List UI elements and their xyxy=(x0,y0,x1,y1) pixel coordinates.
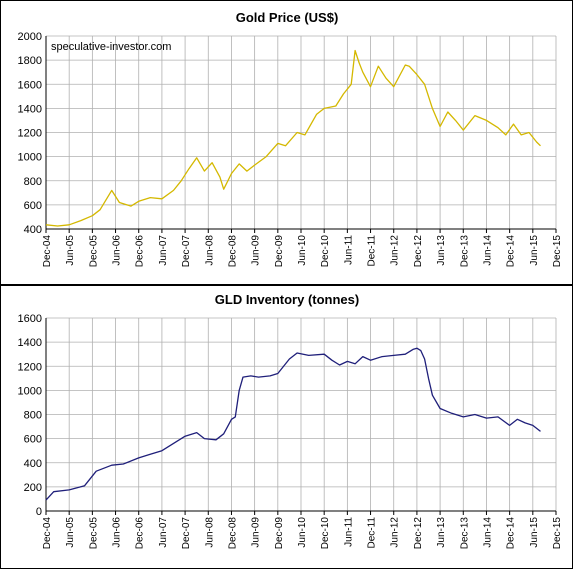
gold-x-tick-label: Dec-13 xyxy=(459,235,470,268)
gld-inventory-chart: GLD Inventory (tonnes) 0 200 400 600 800 1000… xyxy=(18,292,563,549)
gold-x-tick-label: Dec-12 xyxy=(413,235,424,268)
gld-x-tick-label: Dec-08 xyxy=(227,517,238,550)
gold-x-tick-label: Dec-06 xyxy=(135,235,146,268)
gld-x-tick-label: Dec-09 xyxy=(274,517,285,550)
gld-x-tick-label: Dec-06 xyxy=(135,517,146,550)
gld-y-tick-label: 200 xyxy=(24,482,42,494)
gold-x-tick-label: Jun-13 xyxy=(436,235,447,266)
gold-y-tick-label: 2000 xyxy=(18,31,42,43)
gold-chart-title: Gold Price (US$) xyxy=(236,10,339,25)
gld-x-tick-label: Dec-05 xyxy=(88,517,99,550)
gld-y-tick-label: 1000 xyxy=(18,385,42,397)
gold-x-tick-label: Jun-12 xyxy=(390,235,401,266)
gld-x-tick-label: Jun-12 xyxy=(390,517,401,548)
gld-x-tick-label: Dec-15 xyxy=(552,517,563,550)
gld-y-tick-label: 1200 xyxy=(18,361,42,373)
gld-x-tick-label: Jun-08 xyxy=(204,517,215,548)
gld-y-tick-label: 600 xyxy=(24,434,42,446)
gld-series-line xyxy=(45,347,541,501)
gold-x-tick-label: Jun-05 xyxy=(65,235,76,266)
gold-y-tick-label: 600 xyxy=(24,200,42,212)
gold-y-tick-label: 1200 xyxy=(18,128,42,140)
gold-x-tick-label: Jun-15 xyxy=(529,235,540,266)
gld-plot-area: 0 200 400 600 800 1000 1200 1400 1600 Dec-04 Jun-0… xyxy=(18,313,563,549)
gold-x-tick-label: Dec-14 xyxy=(506,235,517,268)
gold-x-tick-label: Dec-09 xyxy=(274,235,285,268)
gold-y-tick-label: 800 xyxy=(24,176,42,188)
gld-y-tick-label: 1600 xyxy=(18,313,42,325)
gold-y-tick-label: 1600 xyxy=(18,79,42,91)
gld-y-tick-label: 1400 xyxy=(18,337,42,349)
gold-x-tick-label: Dec-04 xyxy=(42,235,53,268)
gld-x-tick-label: Jun-05 xyxy=(65,517,76,548)
gold-x-tick-label: Jun-11 xyxy=(343,235,354,265)
gld-y-tick-label: 0 xyxy=(36,506,42,518)
gld-x-tick-label: Dec-04 xyxy=(42,517,53,550)
gld-x-tick-label: Dec-14 xyxy=(506,517,517,550)
gold-x-tick-label: Dec-11 xyxy=(367,235,378,267)
gold-plot-area: 400 600 800 1000 1200 1400 1600 1800 2000 Dec-04 J… xyxy=(18,31,563,267)
gld-x-tick-label: Jun-09 xyxy=(251,517,262,548)
gld-y-tick-label: 800 xyxy=(24,410,42,422)
gld-x-tick-label: Jun-11 xyxy=(343,517,354,547)
gld-chart-title: GLD Inventory (tonnes) xyxy=(215,292,359,307)
gold-series-line xyxy=(45,49,541,227)
gld-x-tick-label: Jun-14 xyxy=(482,517,493,548)
gold-y-tick-label: 1400 xyxy=(18,103,42,115)
gold-y-tick-label: 1000 xyxy=(18,152,42,164)
gld-x-tick-label: Jun-10 xyxy=(297,517,308,548)
gld-x-tick-label: Dec-07 xyxy=(181,517,192,550)
gld-x-tick-label: Dec-11 xyxy=(367,517,378,549)
gld-x-tick-label: Jun-13 xyxy=(436,517,447,548)
gold-x-tick-label: Jun-06 xyxy=(112,235,123,266)
gold-y-tick-label: 1800 xyxy=(18,55,42,67)
gld-y-tick-label: 400 xyxy=(24,458,42,470)
gold-x-tick-label: Jun-08 xyxy=(204,235,215,266)
gold-x-tick-label: Dec-05 xyxy=(88,235,99,268)
chart-divider xyxy=(1,284,572,286)
gold-x-tick-label: Jun-09 xyxy=(251,235,262,266)
gold-x-tick-label: Jun-10 xyxy=(297,235,308,266)
gold-x-tick-label: Dec-07 xyxy=(181,235,192,268)
gold-x-tick-label: Dec-15 xyxy=(552,235,563,268)
gld-x-tick-label: Dec-13 xyxy=(459,517,470,550)
gold-x-tick-label: Jun-14 xyxy=(482,235,493,266)
gold-chart-annotation: speculative-investor.com xyxy=(51,41,171,53)
gold-x-tick-label: Dec-08 xyxy=(227,235,238,268)
gold-price-chart: Gold Price (US$) 400 600 800 1000 1200 1400 16… xyxy=(18,10,563,267)
gld-x-tick-label: Dec-12 xyxy=(413,517,424,550)
gld-x-tick-label: Dec-10 xyxy=(320,517,331,550)
gold-x-tick-label: Dec-10 xyxy=(320,235,331,268)
gold-y-tick-label: 400 xyxy=(24,224,42,236)
gld-x-tick-label: Jun-06 xyxy=(112,517,123,548)
gld-x-tick-label: Jun-07 xyxy=(158,517,169,548)
gld-x-tick-label: Jun-15 xyxy=(529,517,540,548)
gold-x-tick-label: Jun-07 xyxy=(158,235,169,266)
